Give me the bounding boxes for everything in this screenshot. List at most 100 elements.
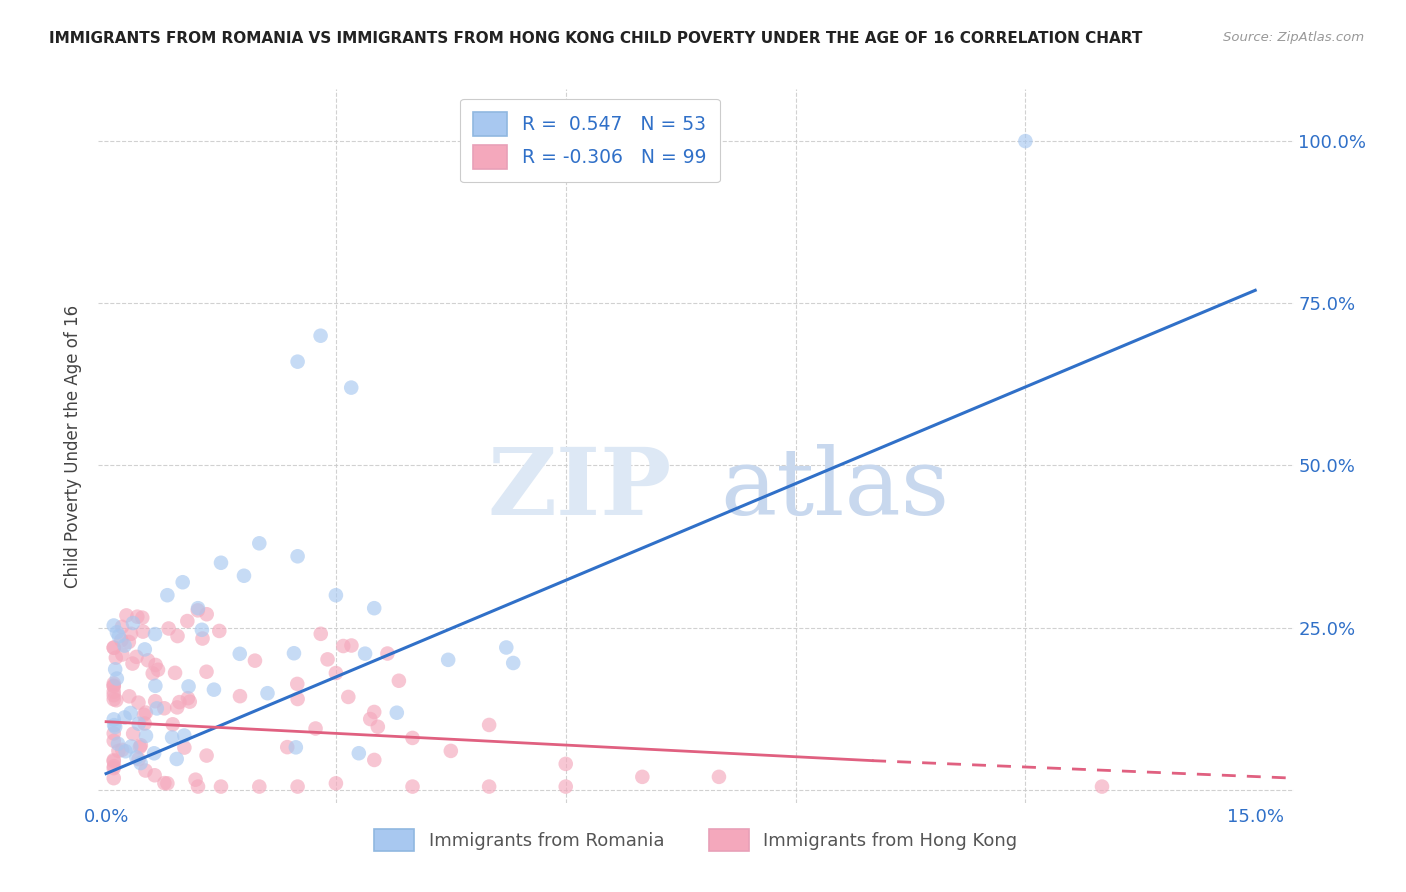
Point	[283, 646, 305, 660]
Point	[103, 759, 125, 773]
Point	[309, 328, 332, 343]
Point	[554, 780, 576, 794]
Point	[143, 627, 166, 641]
Point	[103, 688, 125, 702]
Point	[103, 726, 125, 740]
Point	[134, 716, 156, 731]
Point	[340, 381, 363, 395]
Point	[195, 748, 218, 763]
Point	[440, 744, 463, 758]
Point	[284, 740, 307, 755]
Point	[166, 700, 188, 714]
Point	[385, 706, 408, 720]
Point	[363, 753, 385, 767]
Point	[115, 608, 138, 623]
Point	[388, 673, 411, 688]
Point	[243, 654, 266, 668]
Legend: Immigrants from Romania, Immigrants from Hong Kong: Immigrants from Romania, Immigrants from…	[367, 822, 1025, 858]
Point	[135, 729, 157, 743]
Point	[114, 710, 136, 724]
Point	[156, 776, 179, 790]
Point	[145, 679, 167, 693]
Point	[195, 607, 218, 622]
Point	[247, 536, 270, 550]
Point	[162, 717, 184, 731]
Point	[309, 627, 332, 641]
Point	[1014, 134, 1036, 148]
Point	[478, 718, 501, 732]
Point	[304, 722, 326, 736]
Point	[103, 640, 125, 655]
Point	[153, 701, 176, 715]
Point	[136, 653, 159, 667]
Point	[554, 756, 576, 771]
Point	[707, 770, 730, 784]
Point	[145, 657, 167, 672]
Point	[105, 625, 128, 640]
Point	[229, 689, 252, 703]
Point	[125, 750, 148, 764]
Point	[209, 556, 232, 570]
Point	[367, 720, 389, 734]
Point	[105, 693, 128, 707]
Point	[195, 665, 218, 679]
Text: IMMIGRANTS FROM ROMANIA VS IMMIGRANTS FROM HONG KONG CHILD POVERTY UNDER THE AGE: IMMIGRANTS FROM ROMANIA VS IMMIGRANTS FR…	[49, 31, 1143, 46]
Point	[121, 657, 143, 671]
Point	[363, 601, 385, 615]
Point	[191, 623, 214, 637]
Point	[111, 620, 134, 634]
Point	[103, 618, 125, 632]
Point	[129, 756, 152, 770]
Point	[135, 706, 157, 720]
Point	[103, 676, 125, 690]
Point	[103, 753, 125, 767]
Point	[160, 731, 183, 745]
Point	[177, 680, 200, 694]
Point	[132, 707, 155, 722]
Point	[287, 780, 309, 794]
Point	[120, 739, 142, 754]
Point	[276, 740, 298, 755]
Point	[166, 629, 188, 643]
Point	[285, 677, 308, 691]
Point	[111, 743, 134, 757]
Point	[114, 744, 136, 758]
Point	[187, 601, 209, 615]
Point	[287, 549, 309, 564]
Point	[316, 652, 339, 666]
Point	[111, 648, 134, 662]
Point	[107, 744, 129, 758]
Point	[256, 686, 278, 700]
Point	[103, 679, 125, 693]
Point	[478, 780, 501, 794]
Point	[103, 733, 125, 747]
Point	[122, 727, 145, 741]
Point	[359, 712, 381, 726]
Point	[340, 639, 363, 653]
Point	[184, 772, 207, 787]
Point	[347, 746, 370, 760]
Text: ZIP: ZIP	[488, 444, 672, 533]
Point	[103, 718, 125, 732]
Point	[125, 649, 148, 664]
Point	[187, 780, 209, 794]
Point	[177, 691, 200, 706]
Point	[104, 720, 127, 734]
Point	[108, 629, 131, 643]
Point	[495, 640, 517, 655]
Point	[401, 780, 423, 794]
Point	[103, 771, 125, 785]
Point	[103, 679, 125, 693]
Point	[146, 663, 169, 677]
Point	[153, 776, 176, 790]
Point	[110, 633, 132, 648]
Y-axis label: Child Poverty Under the Age of 16: Child Poverty Under the Age of 16	[65, 304, 83, 588]
Point	[103, 761, 125, 775]
Point	[118, 690, 141, 704]
Point	[377, 647, 399, 661]
Point	[631, 770, 654, 784]
Point	[103, 684, 125, 698]
Point	[173, 729, 195, 743]
Point	[118, 635, 141, 649]
Point	[127, 609, 149, 624]
